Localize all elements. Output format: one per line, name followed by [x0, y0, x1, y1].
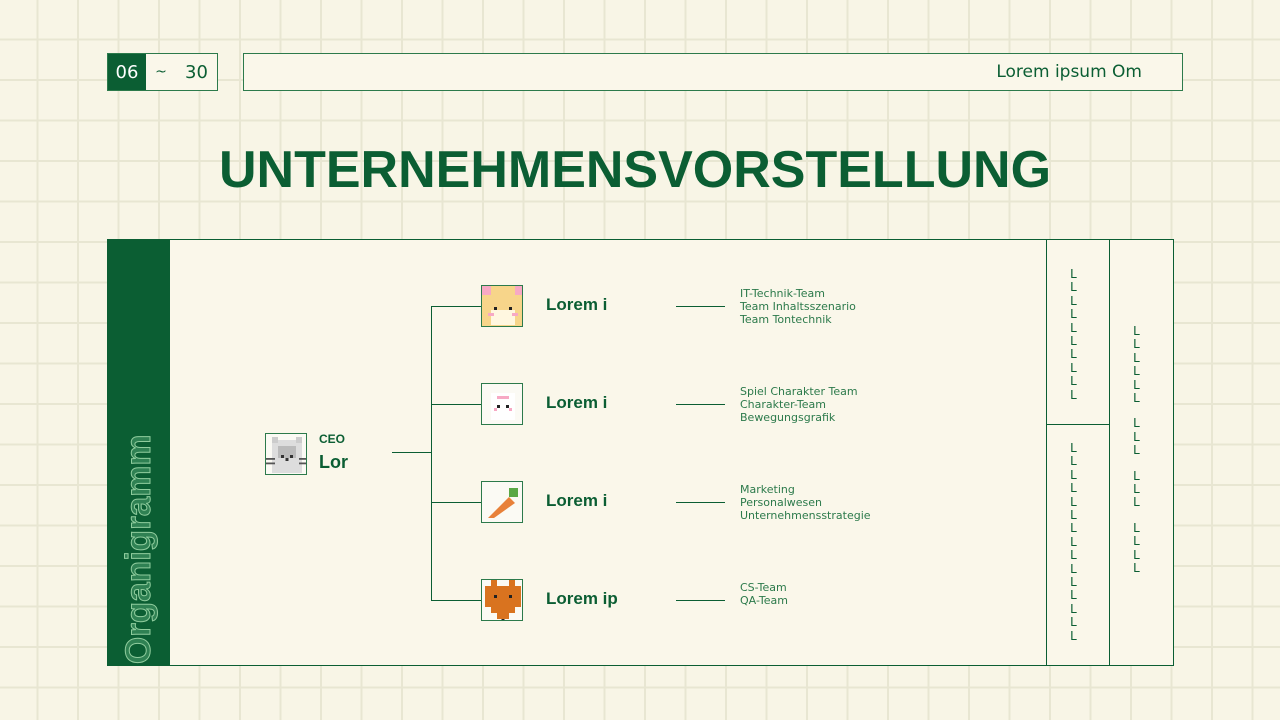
- team-item: QA-Team: [740, 594, 788, 607]
- letter: L: [1070, 494, 1078, 509]
- team-item: CS-Team: [740, 581, 787, 594]
- header-bar: Lorem ipsum Om: [243, 53, 1183, 91]
- branch-line: [432, 404, 482, 405]
- letter: L: [1070, 387, 1078, 402]
- header-subtitle: Lorem ipsum Om: [996, 62, 1142, 82]
- team-item: Personalwesen: [740, 496, 822, 509]
- carrot-icon: [481, 481, 523, 523]
- hamster-icon: [481, 285, 523, 327]
- branch-line: [432, 306, 482, 307]
- letter: L: [1070, 628, 1078, 643]
- cat-icon: [265, 433, 307, 475]
- team-item: Team Tontechnik: [740, 313, 832, 326]
- letter: L: [1070, 615, 1078, 630]
- letter: L: [1070, 467, 1078, 482]
- divider: [1047, 424, 1109, 425]
- letter: L: [1070, 521, 1078, 536]
- letter: L: [1133, 482, 1141, 497]
- letter: L: [1070, 334, 1078, 349]
- branch-line: [432, 600, 482, 601]
- team-item: Charakter-Team: [740, 398, 826, 411]
- letter: L: [1133, 324, 1141, 338]
- letter: L: [1133, 391, 1141, 406]
- ceo-name: Lor: [319, 452, 348, 472]
- letter: L: [1133, 520, 1141, 535]
- fox-icon: [481, 579, 523, 621]
- ceo-role: CEO: [319, 432, 346, 446]
- letter: L: [1070, 267, 1078, 281]
- branch-line: [432, 502, 482, 503]
- letter: L: [1133, 547, 1141, 562]
- letter: L: [1133, 429, 1141, 444]
- date-range: 06 ~ 30: [107, 53, 218, 91]
- letter: L: [1133, 416, 1141, 431]
- letter: L: [1070, 374, 1078, 389]
- connector-line: [392, 452, 432, 453]
- sidebar: Organigramm: [107, 239, 170, 666]
- letter: L: [1070, 548, 1078, 563]
- department-name: Lorem i: [546, 295, 608, 314]
- letter: L: [1133, 561, 1141, 576]
- team-connector: [676, 306, 725, 307]
- team-item: Bewegungsgrafik: [740, 411, 836, 424]
- letter: L: [1070, 347, 1078, 362]
- department-name: Lorem i: [546, 393, 608, 412]
- letter: L: [1133, 468, 1141, 483]
- letter: L: [1133, 495, 1141, 510]
- letter: L: [1070, 575, 1078, 590]
- letter: L: [1070, 454, 1078, 469]
- department-name: Lorem i: [546, 491, 608, 510]
- team-connector: [676, 600, 725, 601]
- page-title: UNTERNEHMENSVORSTELLUNG: [218, 141, 1052, 199]
- letter: L: [1070, 561, 1078, 576]
- letter: L: [1070, 320, 1078, 335]
- letter: L: [1070, 601, 1078, 616]
- department-name: Lorem ip: [546, 589, 618, 608]
- date-end: 30: [185, 61, 208, 83]
- letter: L: [1070, 280, 1078, 295]
- letter: L: [1070, 307, 1078, 322]
- connector-trunk: [431, 306, 432, 601]
- team-list: CS-Team QA-Team: [740, 581, 788, 607]
- letter: L: [1070, 508, 1078, 523]
- letter: L: [1070, 293, 1078, 308]
- team-item: Team Inhaltsszenario: [740, 300, 856, 313]
- team-item: Spiel Charakter Team: [740, 385, 858, 398]
- letter: L: [1070, 534, 1078, 549]
- date-separator: ~: [155, 64, 167, 80]
- letter: L: [1133, 534, 1141, 549]
- team-connector: [676, 404, 725, 405]
- letter: L: [1133, 377, 1141, 392]
- sidebar-label: Organigramm: [119, 434, 159, 665]
- team-item: Marketing: [740, 483, 795, 496]
- letter: L: [1133, 337, 1141, 352]
- letter: L: [1070, 360, 1078, 375]
- letter: L: [1070, 588, 1078, 603]
- team-list: Spiel Charakter Team Charakter-Team Bewegu…: [740, 385, 858, 424]
- letter: L: [1070, 441, 1078, 455]
- rabbit-icon: [481, 383, 523, 425]
- letter: L: [1133, 443, 1141, 458]
- right-column-1: [1046, 239, 1110, 666]
- letter: L: [1133, 364, 1141, 379]
- team-item: Unternehmensstrategie: [740, 509, 871, 522]
- team-list: Marketing Personalwesen Unternehmensstrate…: [740, 483, 871, 522]
- letter: L: [1133, 350, 1141, 365]
- date-start: 06: [108, 54, 146, 90]
- team-connector: [676, 502, 725, 503]
- team-item: IT-Technik-Team: [740, 287, 825, 300]
- letter: L: [1070, 481, 1078, 496]
- team-list: IT-Technik-Team Team Inhaltsszenario Team …: [740, 287, 856, 326]
